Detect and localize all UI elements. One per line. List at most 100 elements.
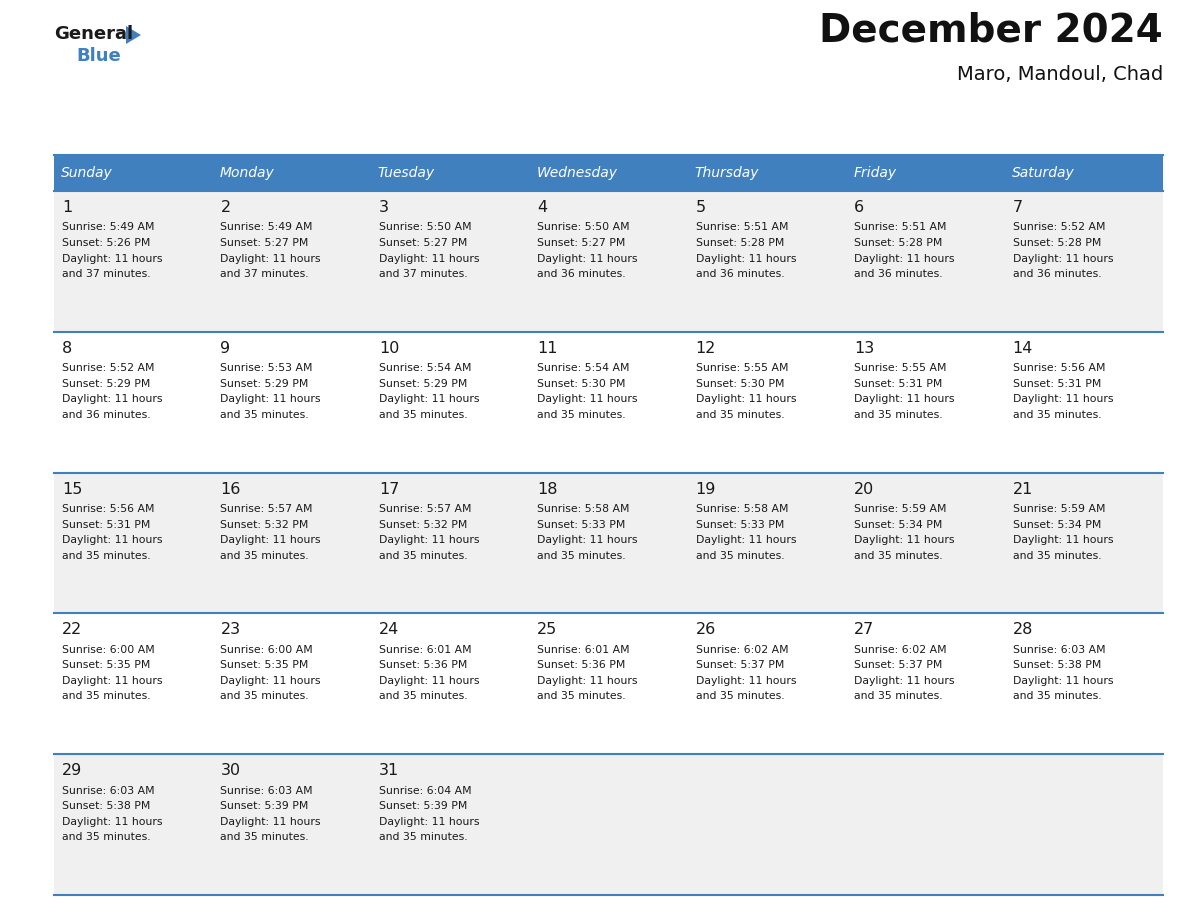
Text: Sunrise: 5:51 AM: Sunrise: 5:51 AM xyxy=(854,222,947,232)
Text: Sunset: 5:27 PM: Sunset: 5:27 PM xyxy=(537,238,626,248)
Text: and 35 minutes.: and 35 minutes. xyxy=(854,409,943,420)
Text: and 35 minutes.: and 35 minutes. xyxy=(1012,691,1101,701)
Text: and 35 minutes.: and 35 minutes. xyxy=(537,691,626,701)
Text: Sunrise: 6:00 AM: Sunrise: 6:00 AM xyxy=(62,645,154,655)
Text: and 35 minutes.: and 35 minutes. xyxy=(537,409,626,420)
Bar xyxy=(688,331,846,473)
Text: 9: 9 xyxy=(221,341,230,356)
Text: Daylight: 11 hours: Daylight: 11 hours xyxy=(379,535,479,545)
Text: 11: 11 xyxy=(537,341,558,356)
Text: Daylight: 11 hours: Daylight: 11 hours xyxy=(221,817,321,827)
Text: and 35 minutes.: and 35 minutes. xyxy=(221,409,309,420)
Text: and 36 minutes.: and 36 minutes. xyxy=(696,269,784,279)
Text: Sunset: 5:32 PM: Sunset: 5:32 PM xyxy=(379,520,467,530)
Bar xyxy=(213,473,371,613)
Bar xyxy=(846,331,1005,473)
Text: Sunset: 5:28 PM: Sunset: 5:28 PM xyxy=(854,238,942,248)
Text: 30: 30 xyxy=(221,763,240,778)
Bar xyxy=(371,613,530,755)
Text: Sunrise: 6:03 AM: Sunrise: 6:03 AM xyxy=(221,786,314,796)
Text: Sunrise: 6:03 AM: Sunrise: 6:03 AM xyxy=(1012,645,1105,655)
Bar xyxy=(688,613,846,755)
Bar xyxy=(530,473,688,613)
Text: Sunset: 5:27 PM: Sunset: 5:27 PM xyxy=(221,238,309,248)
Text: Sunset: 5:31 PM: Sunset: 5:31 PM xyxy=(1012,379,1101,389)
Text: and 36 minutes.: and 36 minutes. xyxy=(537,269,626,279)
Text: Sunrise: 5:59 AM: Sunrise: 5:59 AM xyxy=(854,504,947,514)
Text: and 35 minutes.: and 35 minutes. xyxy=(696,409,784,420)
Bar xyxy=(213,331,371,473)
Text: Sunrise: 5:51 AM: Sunrise: 5:51 AM xyxy=(696,222,788,232)
Text: Sunrise: 5:50 AM: Sunrise: 5:50 AM xyxy=(379,222,472,232)
Text: 5: 5 xyxy=(696,200,706,215)
Text: and 35 minutes.: and 35 minutes. xyxy=(696,691,784,701)
Text: Sunset: 5:35 PM: Sunset: 5:35 PM xyxy=(221,660,309,670)
Text: Daylight: 11 hours: Daylight: 11 hours xyxy=(62,395,163,404)
Bar xyxy=(530,155,688,191)
Text: Daylight: 11 hours: Daylight: 11 hours xyxy=(1012,253,1113,263)
Bar xyxy=(846,755,1005,895)
Text: 18: 18 xyxy=(537,482,558,497)
Text: Sunrise: 6:00 AM: Sunrise: 6:00 AM xyxy=(221,645,314,655)
Text: Tuesday: Tuesday xyxy=(378,166,435,180)
Bar xyxy=(53,755,213,895)
Bar xyxy=(846,473,1005,613)
Bar xyxy=(213,191,371,331)
Text: Sunset: 5:36 PM: Sunset: 5:36 PM xyxy=(537,660,626,670)
Text: Daylight: 11 hours: Daylight: 11 hours xyxy=(537,253,638,263)
Text: Daylight: 11 hours: Daylight: 11 hours xyxy=(696,535,796,545)
Text: Sunrise: 5:58 AM: Sunrise: 5:58 AM xyxy=(696,504,788,514)
Text: and 35 minutes.: and 35 minutes. xyxy=(221,691,309,701)
Text: 14: 14 xyxy=(1012,341,1032,356)
Text: Sunset: 5:32 PM: Sunset: 5:32 PM xyxy=(221,520,309,530)
Text: and 35 minutes.: and 35 minutes. xyxy=(696,551,784,561)
Text: Daylight: 11 hours: Daylight: 11 hours xyxy=(854,535,955,545)
Text: Daylight: 11 hours: Daylight: 11 hours xyxy=(1012,535,1113,545)
Text: Monday: Monday xyxy=(220,166,274,180)
Bar xyxy=(1005,755,1163,895)
Text: 21: 21 xyxy=(1012,482,1032,497)
Bar xyxy=(1005,473,1163,613)
Text: Sunset: 5:37 PM: Sunset: 5:37 PM xyxy=(696,660,784,670)
Bar xyxy=(1005,191,1163,331)
Bar xyxy=(530,755,688,895)
Text: Sunrise: 5:57 AM: Sunrise: 5:57 AM xyxy=(379,504,472,514)
Bar xyxy=(371,755,530,895)
Text: Daylight: 11 hours: Daylight: 11 hours xyxy=(221,676,321,686)
Text: Sunrise: 5:55 AM: Sunrise: 5:55 AM xyxy=(854,364,947,374)
Text: Sunrise: 6:01 AM: Sunrise: 6:01 AM xyxy=(379,645,472,655)
Text: and 35 minutes.: and 35 minutes. xyxy=(537,551,626,561)
Text: and 35 minutes.: and 35 minutes. xyxy=(379,409,468,420)
Text: Sunset: 5:30 PM: Sunset: 5:30 PM xyxy=(696,379,784,389)
Bar xyxy=(846,155,1005,191)
Text: Daylight: 11 hours: Daylight: 11 hours xyxy=(221,395,321,404)
Text: 23: 23 xyxy=(221,622,240,637)
Text: Sunrise: 6:03 AM: Sunrise: 6:03 AM xyxy=(62,786,154,796)
Text: 1: 1 xyxy=(62,200,72,215)
Text: Sunset: 5:33 PM: Sunset: 5:33 PM xyxy=(537,520,626,530)
Text: Sunset: 5:34 PM: Sunset: 5:34 PM xyxy=(1012,520,1101,530)
Text: 4: 4 xyxy=(537,200,548,215)
Bar xyxy=(53,155,213,191)
Bar xyxy=(530,191,688,331)
Text: Daylight: 11 hours: Daylight: 11 hours xyxy=(1012,676,1113,686)
Text: Daylight: 11 hours: Daylight: 11 hours xyxy=(62,676,163,686)
Text: Daylight: 11 hours: Daylight: 11 hours xyxy=(854,395,955,404)
Text: Sunrise: 5:53 AM: Sunrise: 5:53 AM xyxy=(221,364,312,374)
Text: Sunrise: 5:49 AM: Sunrise: 5:49 AM xyxy=(62,222,154,232)
Text: 28: 28 xyxy=(1012,622,1032,637)
Text: Daylight: 11 hours: Daylight: 11 hours xyxy=(696,395,796,404)
Text: Sunset: 5:28 PM: Sunset: 5:28 PM xyxy=(1012,238,1101,248)
Text: Sunrise: 6:02 AM: Sunrise: 6:02 AM xyxy=(696,645,789,655)
Bar xyxy=(213,755,371,895)
Text: Daylight: 11 hours: Daylight: 11 hours xyxy=(537,395,638,404)
Text: Sunset: 5:33 PM: Sunset: 5:33 PM xyxy=(696,520,784,530)
Text: and 35 minutes.: and 35 minutes. xyxy=(1012,551,1101,561)
Text: 25: 25 xyxy=(537,622,557,637)
Text: 7: 7 xyxy=(1012,200,1023,215)
Bar xyxy=(371,331,530,473)
Bar xyxy=(688,155,846,191)
Text: and 35 minutes.: and 35 minutes. xyxy=(379,551,468,561)
Text: 6: 6 xyxy=(854,200,864,215)
Bar xyxy=(371,473,530,613)
